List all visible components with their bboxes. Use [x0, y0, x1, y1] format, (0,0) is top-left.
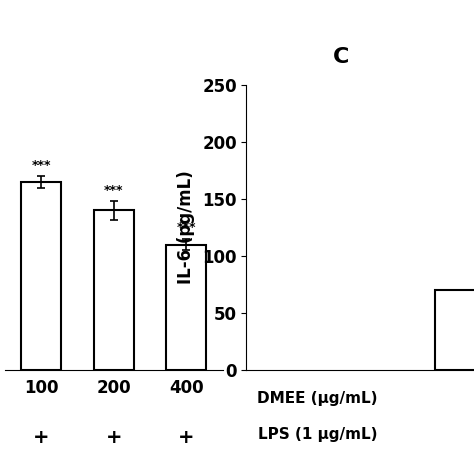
Text: ***: *** — [104, 184, 124, 197]
Text: ***: *** — [31, 159, 51, 172]
Text: +: + — [33, 428, 49, 447]
Text: LPS (1 μg/mL): LPS (1 μg/mL) — [258, 427, 377, 442]
Bar — [94, 210, 134, 370]
Text: DMEE (μg/mL): DMEE (μg/mL) — [257, 391, 378, 406]
Text: ***: *** — [177, 221, 196, 234]
Bar — [435, 290, 474, 370]
Y-axis label: IL-6 (pg/mL): IL-6 (pg/mL) — [177, 171, 195, 284]
Bar — [166, 245, 206, 370]
Text: C: C — [333, 47, 349, 67]
Bar — [21, 182, 61, 370]
Text: +: + — [178, 428, 195, 447]
Text: +: + — [106, 428, 122, 447]
